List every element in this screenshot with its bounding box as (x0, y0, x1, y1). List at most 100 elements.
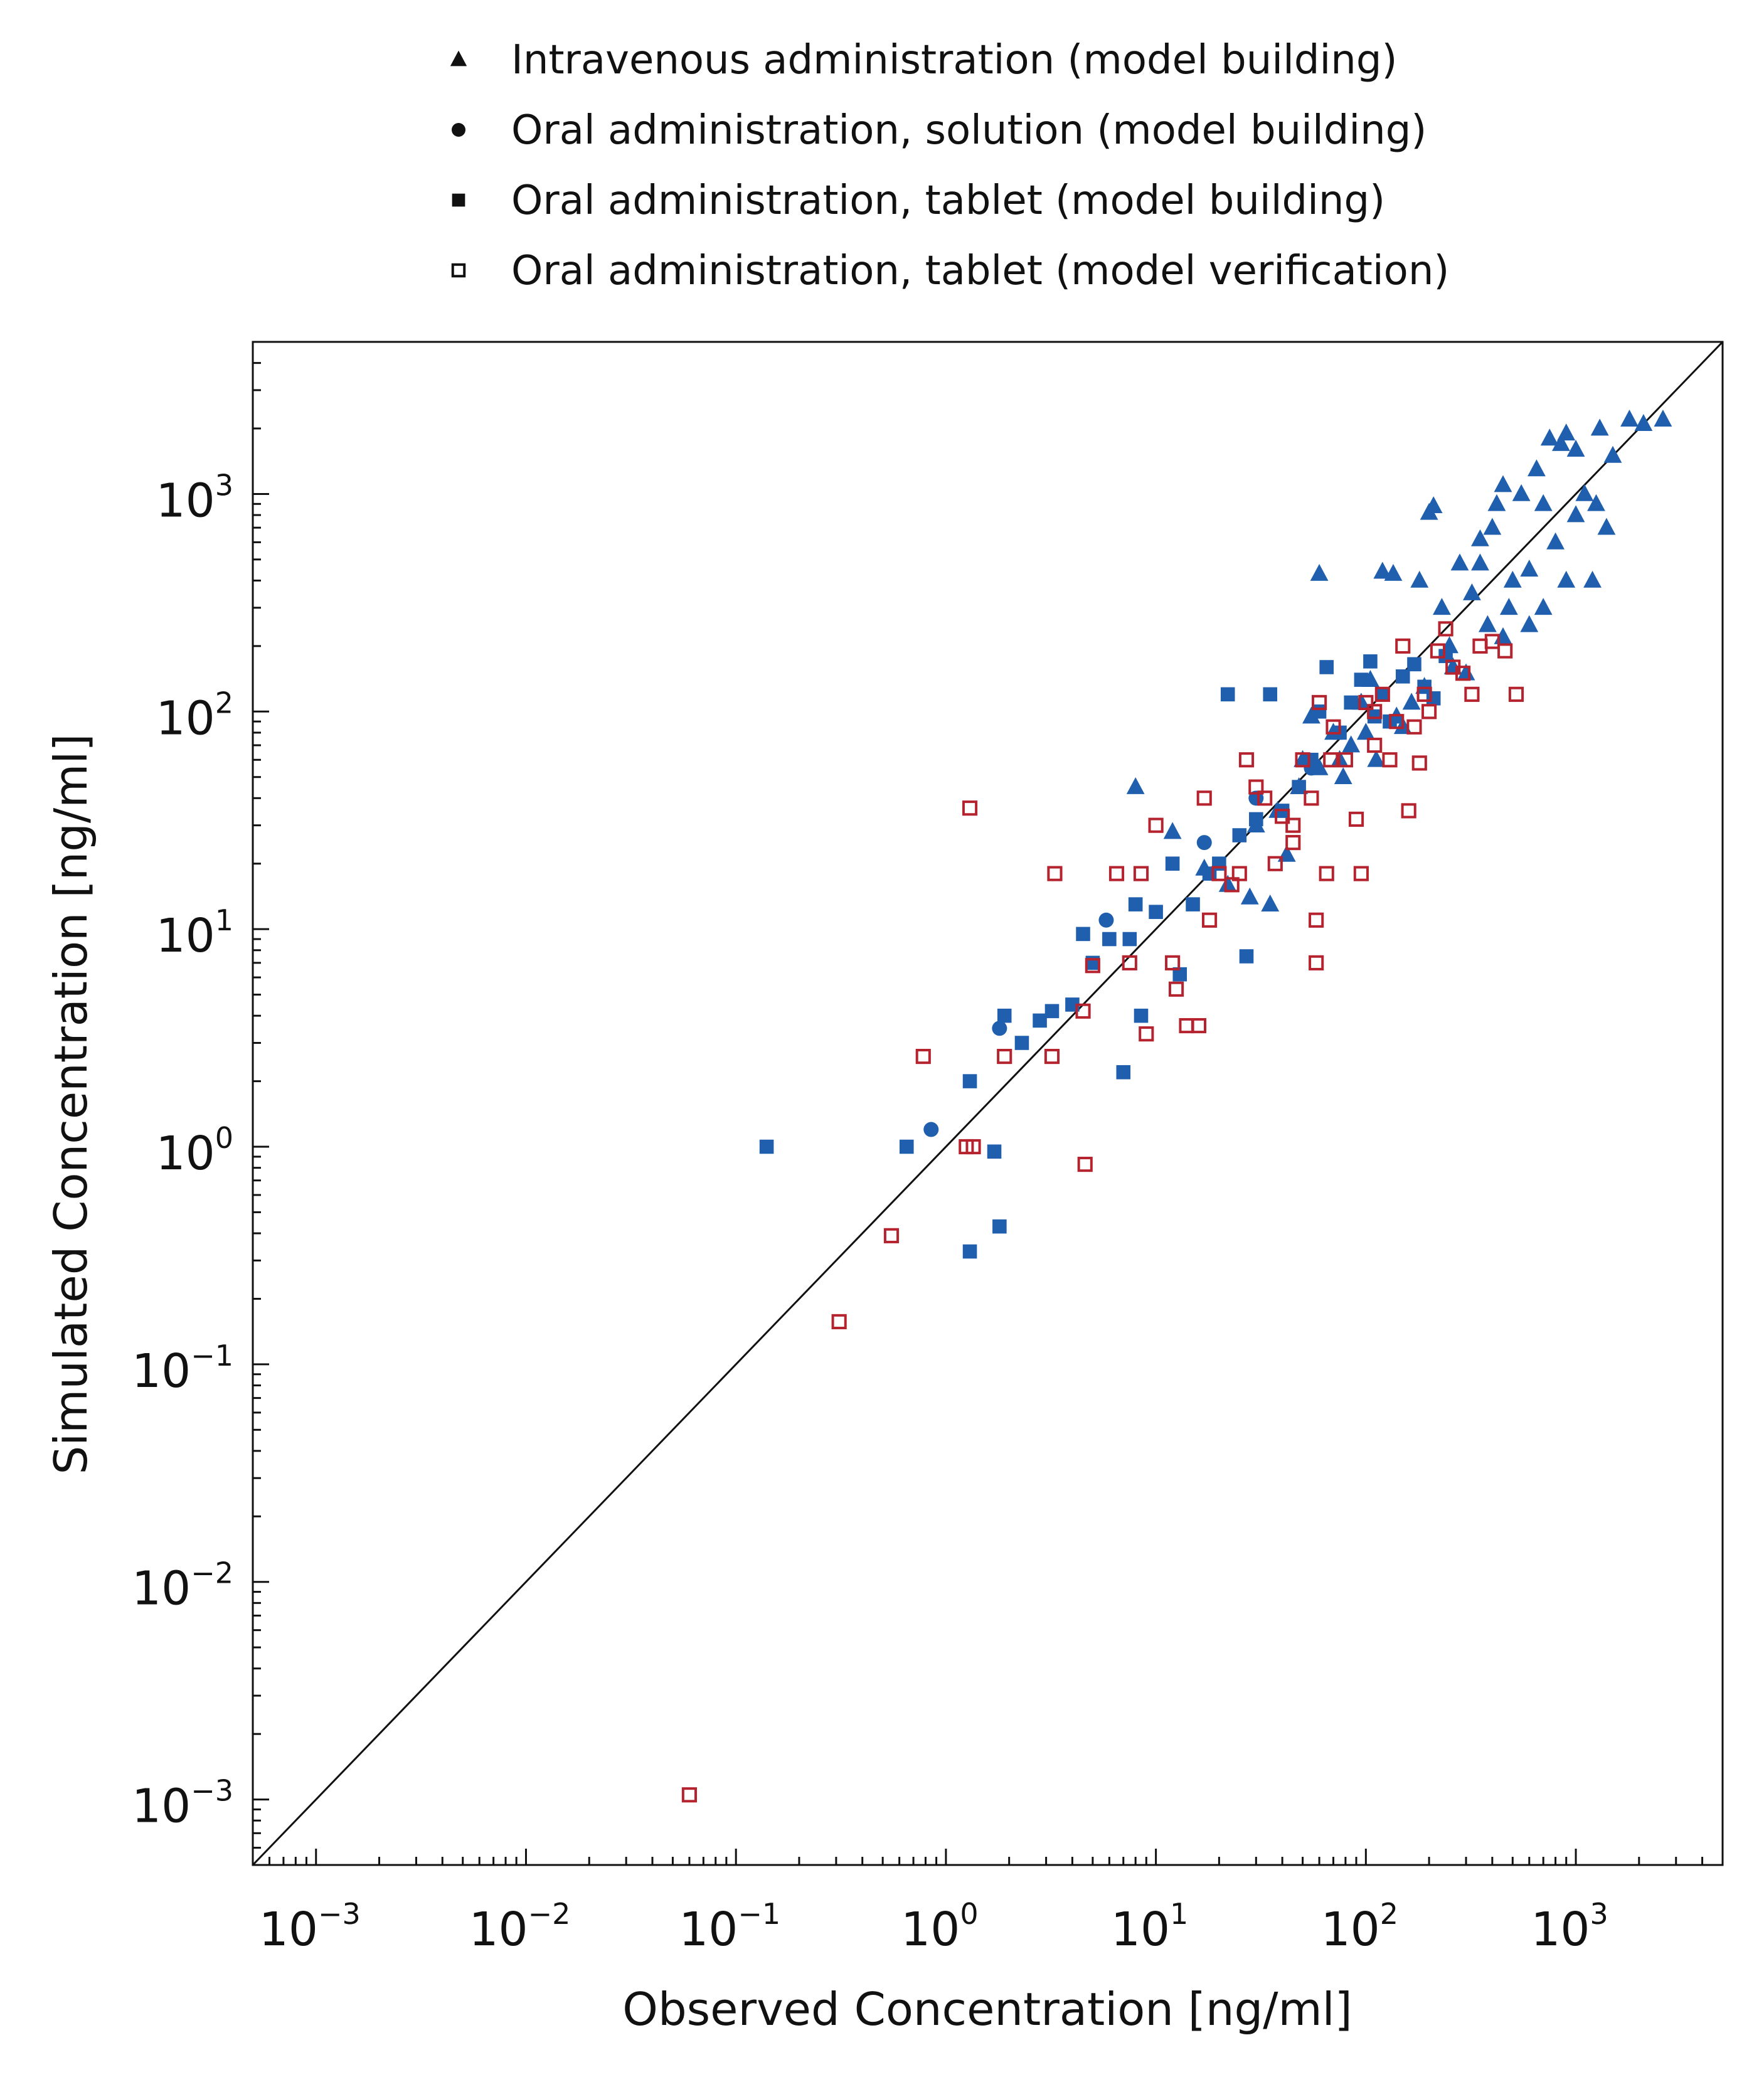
data-point-square-open (1047, 866, 1063, 881)
data-point-square-open (1238, 752, 1255, 768)
legend-marker-square-open (451, 263, 466, 278)
data-point-triangle-filled (1566, 440, 1585, 457)
data-point-square-open (1285, 817, 1301, 833)
data-point-square-filled (962, 1244, 977, 1259)
data-point-square-open (1168, 981, 1184, 997)
legend-entry-label: Oral administration, solution (model bui… (511, 107, 1427, 154)
data-point-triangle-filled (1512, 484, 1531, 501)
data-point-square-open (1353, 866, 1369, 881)
data-point-triangle-filled (1410, 570, 1429, 588)
y-tick-label: 10−3 (132, 1774, 233, 1834)
data-point-triangle-filled (1499, 598, 1518, 615)
data-point-square-open (1455, 666, 1471, 681)
data-point-square-open (1484, 634, 1500, 649)
data-point-square-open (1179, 1017, 1194, 1034)
data-point-square-open (1309, 912, 1324, 928)
y-tick-label: 100 (156, 1121, 233, 1181)
data-point-triangle-filled (1634, 414, 1653, 432)
data-point-triangle-filled (1654, 410, 1672, 427)
data-point-square-open (1326, 719, 1341, 735)
data-point-triangle-filled (1546, 532, 1565, 550)
data-point-square-filled (1172, 967, 1188, 982)
data-point-square-filled (992, 1219, 1007, 1234)
data-point-triangle-filled (1575, 484, 1594, 501)
data-point-square-open (1085, 958, 1100, 974)
data-point-square-filled (1033, 1013, 1047, 1028)
data-point-square-open (1077, 1157, 1093, 1172)
data-point-triangle-filled (1334, 767, 1352, 785)
data-point-square-open (1304, 790, 1319, 806)
data-point-square-filled (900, 1139, 914, 1154)
data-point-triangle-filled (1471, 553, 1489, 571)
data-point-triangle-filled (1463, 583, 1481, 600)
data-point-triangle-filled (1528, 459, 1546, 477)
data-point-square-open (1367, 737, 1383, 753)
data-point-square-open (1257, 790, 1273, 806)
x-tick-label: 103 (1531, 1897, 1608, 1957)
data-point-square-open (1395, 638, 1411, 654)
data-point-triangle-filled (1402, 693, 1421, 710)
data-point-square-filled (1249, 812, 1263, 827)
data-point-square-open (1108, 866, 1125, 881)
data-point-square-open (831, 1314, 847, 1330)
legend-entry-label: Oral administration, tablet (model verif… (511, 248, 1449, 294)
data-point-square-filled (1085, 955, 1100, 970)
y-tick-label: 10−2 (132, 1556, 233, 1616)
data-point-square-open (1382, 752, 1398, 768)
data-point-square-open (1224, 877, 1240, 893)
data-point-triangle-filled (1342, 735, 1361, 753)
data-point-square-open (1508, 686, 1524, 702)
data-point-triangle-filled (1424, 496, 1443, 514)
data-point-square-open (1285, 835, 1301, 851)
data-point-square-filled (1354, 672, 1369, 687)
y-axis-label: Simulated Concentration [ng/ml] (45, 734, 97, 1475)
data-point-square-filled (1395, 669, 1410, 684)
data-point-triangle-filled (1620, 410, 1639, 427)
data-point-square-filled (1220, 687, 1235, 702)
x-tick-label: 102 (1321, 1897, 1398, 1957)
legend-marker-circle-filled (452, 123, 465, 137)
data-point-circle-filled (923, 1122, 939, 1137)
data-point-square-open (1075, 1003, 1091, 1019)
data-point-triangle-filled (1557, 423, 1576, 441)
data-point-square-open (1464, 686, 1480, 702)
data-point-square-open (1348, 811, 1364, 827)
data-point-triangle-filled (1483, 518, 1502, 535)
x-tick-label: 100 (901, 1897, 978, 1957)
data-point-square-open (1337, 752, 1353, 768)
data-point-square-open (1389, 714, 1405, 730)
y-axis: 10−3 10−2 10−1 100 101 102 103 (132, 341, 269, 1866)
data-point-square-filled (1407, 657, 1421, 672)
data-point-square-open (962, 800, 978, 816)
data-point-triangle-filled (1261, 895, 1280, 911)
data-point-square-filled (1149, 905, 1163, 919)
data-point-square-open (1374, 686, 1390, 702)
data-point-triangle-filled (1356, 723, 1375, 740)
data-point-square-open (1416, 686, 1432, 702)
data-point-square-filled (1375, 687, 1390, 702)
data-point-square-open (1497, 643, 1513, 659)
data-point-triangle-filled (1240, 887, 1259, 905)
data-point-triangle-filled (1540, 428, 1559, 446)
data-point-square-filled (1044, 1004, 1060, 1019)
data-point-square-filled (1232, 828, 1247, 842)
x-axis-label: Observed Concentration [ng/ml] (622, 1983, 1352, 2036)
data-point-triangle-filled (1603, 445, 1622, 463)
data-point-square-open (1367, 704, 1383, 720)
data-point-triangle-filled (1590, 418, 1609, 436)
data-point-square-open (1133, 866, 1149, 881)
data-point-triangle-filled (1487, 494, 1506, 511)
data-point-square-filled (1292, 780, 1306, 794)
data-point-square-open (681, 1787, 698, 1803)
data-point-triangle-filled (1583, 570, 1602, 588)
data-point-square-open (915, 1048, 931, 1065)
data-point-triangle-filled (1534, 494, 1553, 511)
data-point-circle-filled (1196, 835, 1212, 851)
data-point-triangle-filled (1557, 570, 1576, 588)
x-tick-label: 101 (1111, 1897, 1188, 1957)
data-point-square-open (1430, 643, 1446, 659)
data-point-square-filled (997, 1008, 1012, 1023)
data-point-triangle-filled (1494, 475, 1512, 492)
data-point-square-open (1267, 856, 1283, 871)
